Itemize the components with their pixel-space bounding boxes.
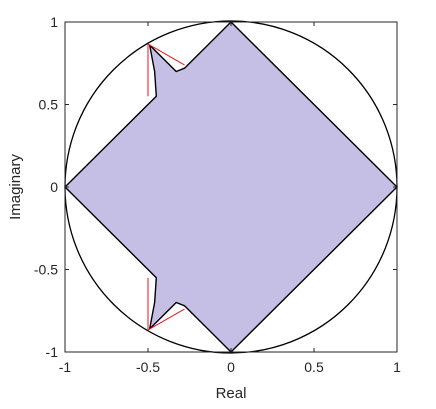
y-tick-label: 1 — [50, 14, 58, 30]
y-axis-label: Imaginary — [7, 154, 24, 220]
x-tick-label: -0.5 — [136, 359, 160, 375]
y-tick-label: 0.5 — [39, 97, 59, 113]
red-line-3 — [147, 308, 185, 331]
x-axis: -1 -0.5 0 0.5 1 — [59, 22, 401, 375]
y-tick-label: -1 — [46, 344, 59, 360]
x-tick-label: 1 — [393, 359, 401, 375]
plot-area — [64, 20, 398, 354]
red-line-1 — [147, 43, 185, 66]
y-axis: -1 -0.5 0 0.5 1 — [34, 14, 397, 360]
y-tick-label: 0 — [50, 179, 58, 195]
red-boundary-lines — [147, 43, 185, 331]
y-tick-label: -0.5 — [34, 262, 58, 278]
x-axis-label: Real — [216, 385, 247, 402]
x-tick-label: 0.5 — [304, 359, 324, 375]
x-tick-label: 0 — [227, 359, 235, 375]
x-tick-label: -1 — [59, 359, 72, 375]
stability-region — [64, 21, 398, 353]
